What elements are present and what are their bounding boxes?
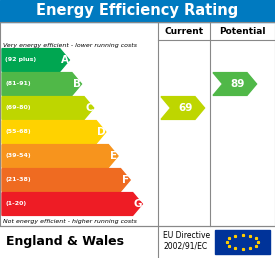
Text: (92 plus): (92 plus) [5,58,36,62]
Text: (39-54): (39-54) [5,154,31,158]
Text: Potential: Potential [219,27,266,36]
Text: Energy Efficiency Rating: Energy Efficiency Rating [36,4,239,19]
Text: C: C [85,103,93,113]
Text: 69: 69 [178,103,192,113]
Text: B: B [73,79,81,89]
Text: EU Directive
2002/91/EC: EU Directive 2002/91/EC [163,231,210,251]
Bar [0,226,275,258]
Text: (55-68): (55-68) [5,130,31,134]
Text: (21-38): (21-38) [5,178,31,182]
Polygon shape [2,168,130,191]
Text: A: A [60,55,68,65]
Polygon shape [213,72,257,95]
Text: D: D [97,127,105,137]
Polygon shape [2,96,94,119]
Bar [0,22,275,226]
Bar [0,0,275,22]
Polygon shape [2,120,106,143]
Text: (69-80): (69-80) [5,106,31,110]
Polygon shape [2,193,142,215]
Text: 89: 89 [230,79,244,89]
Polygon shape [2,49,69,71]
Polygon shape [2,72,81,95]
Text: Current: Current [164,27,204,36]
Text: Not energy efficient - higher running costs: Not energy efficient - higher running co… [3,219,137,224]
Text: Very energy efficient - lower running costs: Very energy efficient - lower running co… [3,43,137,48]
Text: (81-91): (81-91) [5,82,31,86]
Text: England & Wales: England & Wales [6,236,124,248]
Polygon shape [2,144,118,167]
Text: (1-20): (1-20) [5,201,26,206]
Text: G: G [133,199,142,209]
Text: F: F [122,175,129,185]
Text: E: E [110,151,117,161]
Polygon shape [161,96,205,119]
Bar [215,230,270,254]
